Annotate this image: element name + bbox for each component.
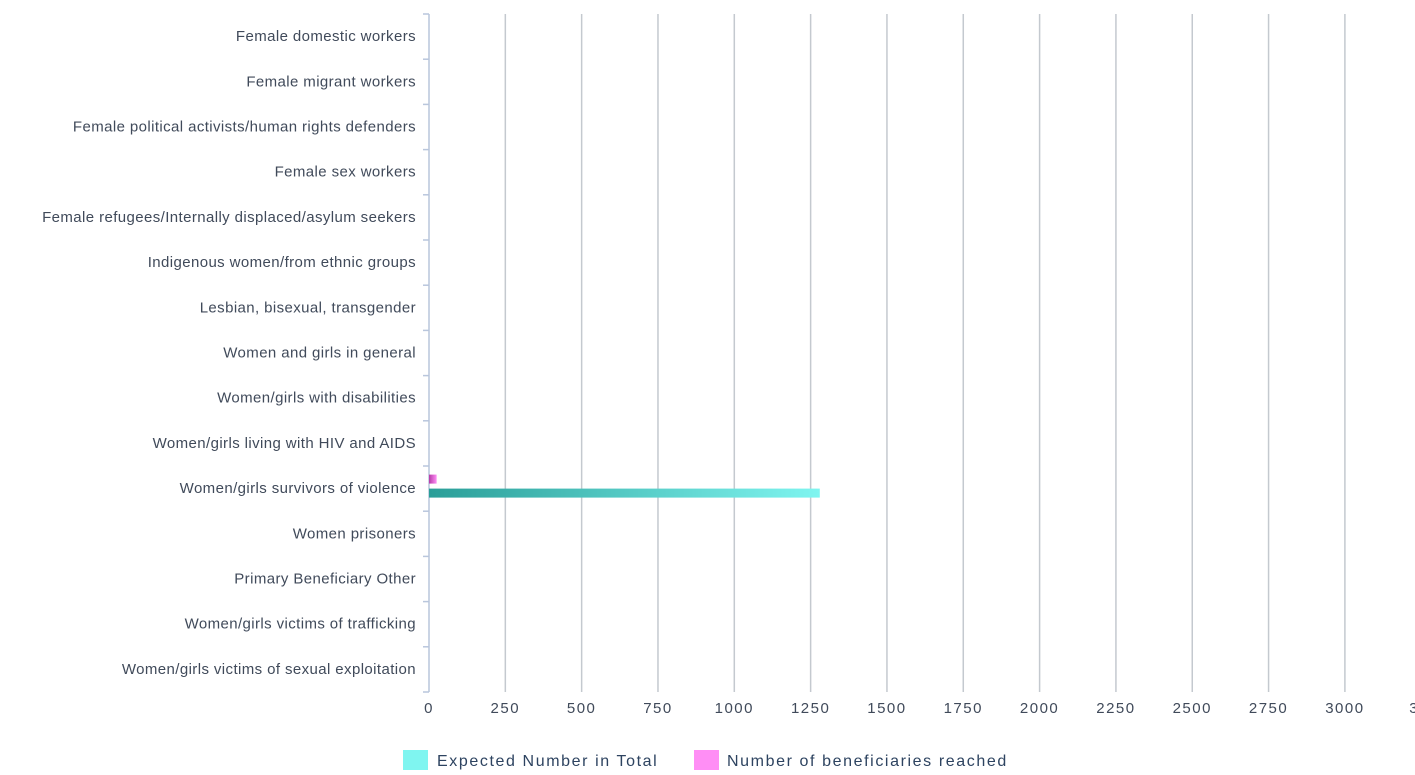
x-tick-label: 500	[567, 700, 597, 717]
bar-expected	[429, 488, 820, 498]
legend: Expected Number in Total Number of benefi…	[403, 750, 1008, 770]
category-label: Female domestic workers	[236, 28, 416, 45]
category-label: Female sex workers	[275, 164, 416, 181]
category-label: Lesbian, bisexual, transgender	[200, 299, 416, 316]
legend-swatch	[403, 750, 428, 770]
legend-label: Number of beneficiaries reached	[727, 753, 1008, 770]
x-tick-label: 1750	[944, 700, 983, 717]
x-tick-label: 1000	[715, 700, 754, 717]
category-label: Female refugees/Internally displaced/asy…	[42, 209, 416, 226]
x-tick-label: 2250	[1096, 700, 1135, 717]
x-tick-label: 250	[491, 700, 521, 717]
category-label: Female political activists/human rights …	[73, 119, 416, 136]
legend-swatch	[694, 750, 719, 770]
category-label: Women and girls in general	[223, 345, 416, 362]
bar-reached	[429, 474, 437, 484]
category-label: Female migrant workers	[246, 73, 416, 90]
x-tick-label: 3000	[1325, 700, 1364, 717]
x-axis-tick-labels: 0 250 500 750 1000 1250 1500 1750 2000 2250 2500 27…	[424, 700, 1415, 717]
x-tick-label: 1500	[867, 700, 906, 717]
x-tick-label: 2750	[1249, 700, 1288, 717]
category-label: Women/girls living with HIV and AIDS	[153, 435, 416, 452]
grid-lines	[504, 14, 1346, 692]
category-label: Women/girls victims of trafficking	[185, 616, 416, 633]
category-label: Women/girls with disabilities	[217, 390, 416, 407]
legend-item-reached[interactable]: Number of beneficiaries reached	[694, 750, 1008, 770]
x-tick-label: 1250	[791, 700, 830, 717]
bars	[429, 474, 820, 498]
x-tick-label: 0	[424, 700, 434, 717]
legend-item-expected[interactable]: Expected Number in Total	[403, 750, 658, 770]
category-label: Women prisoners	[293, 525, 416, 542]
x-tick-label: 2000	[1020, 700, 1059, 717]
x-tick-label: 750	[643, 700, 673, 717]
x-tick-label: 2500	[1173, 700, 1212, 717]
category-label: Women/girls survivors of violence	[180, 480, 416, 497]
category-labels: Female domestic workers Female migrant wo…	[42, 28, 416, 678]
category-label: Indigenous women/from ethnic groups	[148, 254, 416, 271]
category-label: Women/girls victims of sexual exploitati…	[122, 661, 416, 678]
category-label: Primary Beneficiary Other	[234, 571, 416, 588]
legend-label: Expected Number in Total	[437, 753, 658, 770]
x-tick-label: 32	[1409, 700, 1415, 717]
y-axis	[423, 13, 430, 693]
